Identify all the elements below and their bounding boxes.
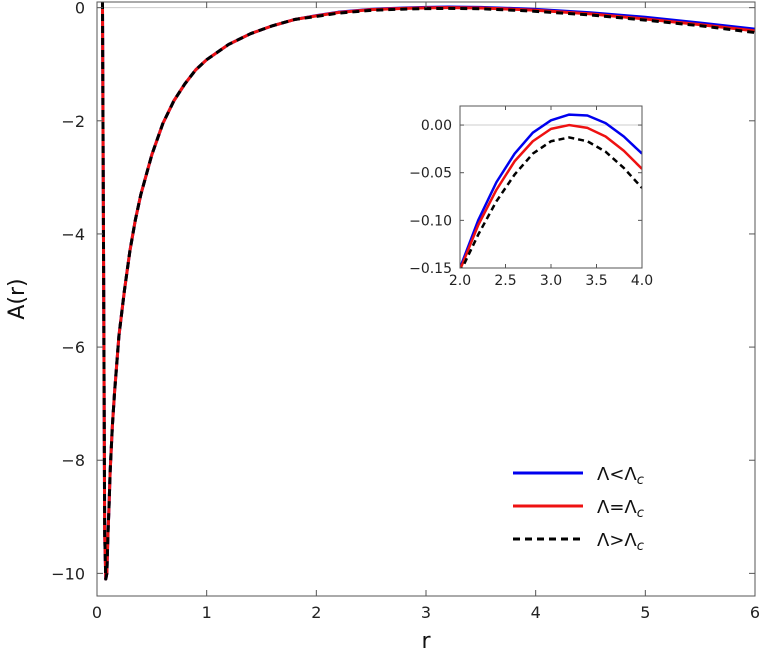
main-x-tick-label: 6 [750,603,760,622]
inset-y-tick-label: 0.00 [421,118,452,134]
main-y-tick-label: −10 [51,564,85,583]
legend-label-3: Λ>Λc [597,530,644,554]
legend: Λ<Λc Λ=Λc Λ>Λc [513,464,644,554]
legend-label-1: Λ<Λc [597,464,644,488]
main-y-tick-label: −2 [61,112,85,131]
inset-y-tick-label: −0.05 [409,166,452,182]
inset-y-tick-label: −0.10 [409,213,452,229]
main-y-tick-label: −6 [61,338,85,357]
main-x-tick-label: 5 [640,603,650,622]
inset-series-line-1 [460,113,642,268]
inset-plot: 2.0 2.5 3.0 3.5 4.0 0.00 −0.05 −0.10 −0.15 [409,105,653,289]
inset-plot-area [460,106,642,268]
main-y-tick-label: −8 [61,451,85,470]
legend-label-2: Λ=Λc [597,497,644,521]
inset-x-tick-label: 3.5 [585,273,607,289]
inset-y-tick-label: −0.15 [409,261,452,277]
inset-series-line-3 [460,136,642,268]
main-y-axis-title: A(r) [5,278,30,319]
inset-x-tick-label: 2.5 [494,273,516,289]
main-y-tick-label: −4 [61,225,85,244]
main-x-tick-label: 3 [421,603,431,622]
main-x-axis-title: r [421,629,431,654]
main-x-tick-label: 1 [202,603,212,622]
inset-series-line-2 [460,123,642,268]
main-x-tick-label: 4 [531,603,541,622]
main-plot-area [97,2,755,596]
inset-x-tick-label: 2.0 [449,273,471,289]
main-plot: 0 1 2 3 4 5 6 0 −2 −4 −6 −8 −10 r A(r) [5,0,760,654]
main-x-tick-label: 2 [311,603,321,622]
main-y-tick-label: 0 [75,0,85,18]
inset-x-tick-label: 4.0 [631,273,653,289]
inset-x-tick-label: 3.0 [540,273,562,289]
main-x-tick-label: 0 [92,603,102,622]
main-series-line-3 [100,2,755,581]
